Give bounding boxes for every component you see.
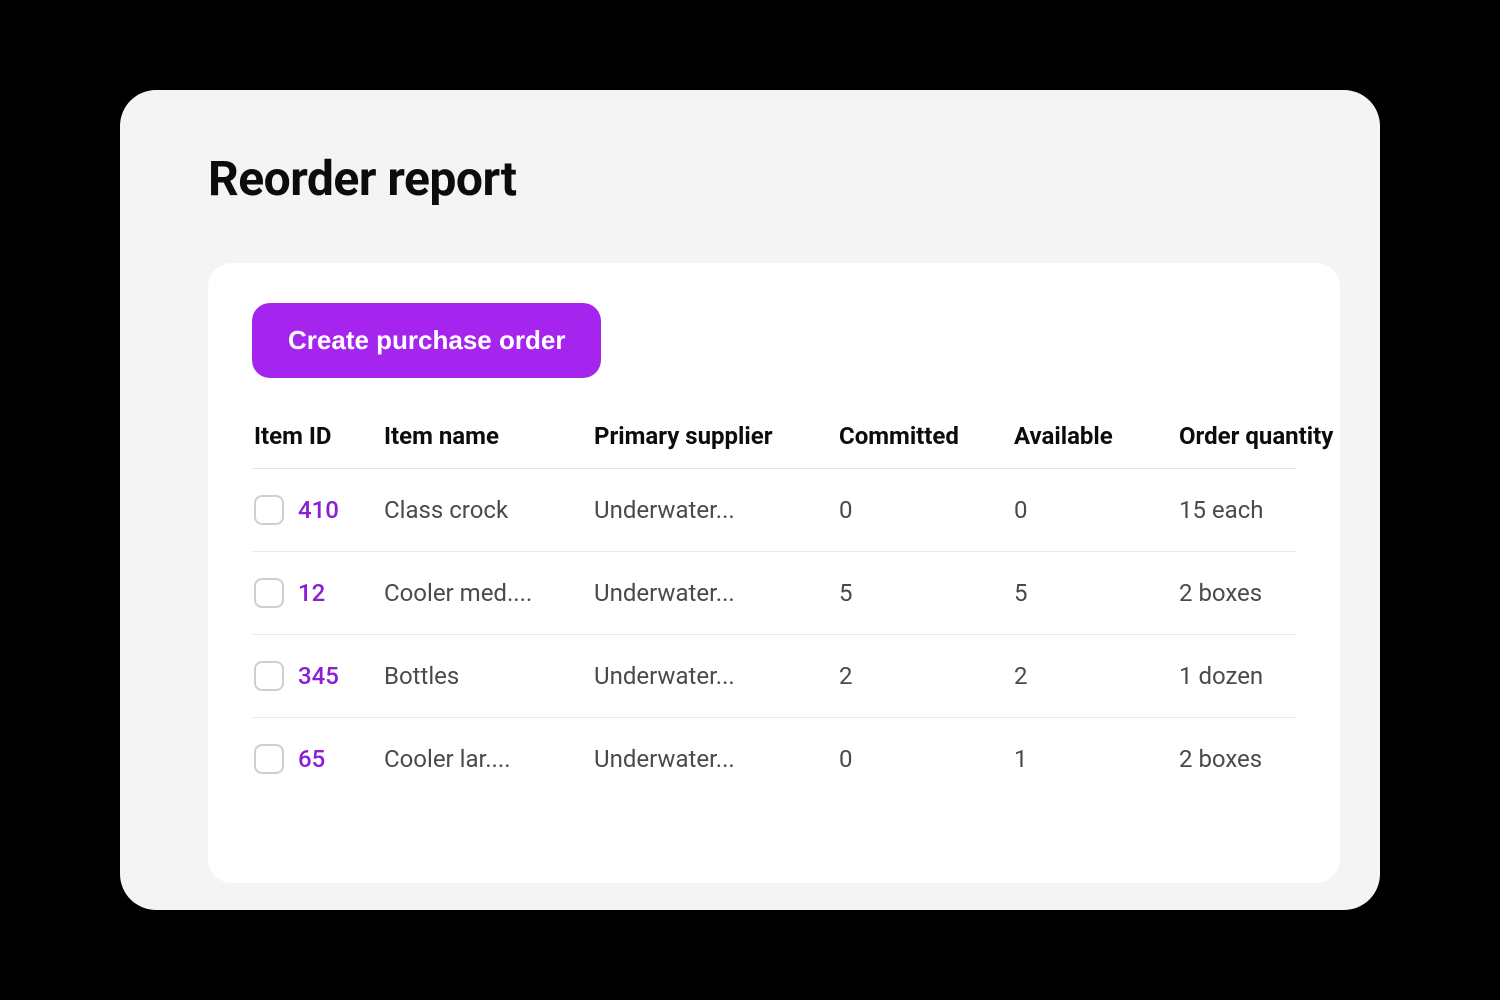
cell-committed: 0: [837, 718, 1012, 801]
table-row: 12 Cooler med.... Underwater... 5 5 2 bo…: [252, 552, 1296, 635]
cell-primary-supplier: Underwater...: [592, 635, 837, 718]
cell-primary-supplier: Underwater...: [592, 469, 837, 552]
item-id-cell: 65: [254, 744, 372, 774]
cell-available: 2: [1012, 635, 1177, 718]
cell-available: 0: [1012, 469, 1177, 552]
item-id-cell: 345: [254, 661, 372, 691]
col-header-available: Available: [1012, 422, 1177, 469]
cell-available: 5: [1012, 552, 1177, 635]
table-row: 65 Cooler lar.... Underwater... 0 1 2 bo…: [252, 718, 1296, 801]
item-id-link[interactable]: 345: [298, 662, 339, 690]
reorder-table: Item ID Item name Primary supplier Commi…: [252, 422, 1296, 800]
item-id-link[interactable]: 12: [298, 579, 325, 607]
cell-committed: 0: [837, 469, 1012, 552]
table-row: 345 Bottles Underwater... 2 2 1 dozen: [252, 635, 1296, 718]
cell-item-name: Cooler med....: [382, 552, 592, 635]
cell-item-name: Class crock: [382, 469, 592, 552]
row-checkbox[interactable]: [254, 744, 284, 774]
cell-order-quantity: 1 dozen: [1177, 635, 1296, 718]
cell-primary-supplier: Underwater...: [592, 552, 837, 635]
col-header-item-name: Item name: [382, 422, 592, 469]
table-header-row: Item ID Item name Primary supplier Commi…: [252, 422, 1296, 469]
cell-primary-supplier: Underwater...: [592, 718, 837, 801]
row-checkbox[interactable]: [254, 661, 284, 691]
col-header-primary-supplier: Primary supplier: [592, 422, 837, 469]
row-checkbox[interactable]: [254, 578, 284, 608]
cell-order-quantity: 2 boxes: [1177, 718, 1296, 801]
create-purchase-order-button[interactable]: Create purchase order: [252, 303, 601, 378]
cell-available: 1: [1012, 718, 1177, 801]
item-id-link[interactable]: 410: [298, 496, 339, 524]
table-row: 410 Class crock Underwater... 0 0 15 eac…: [252, 469, 1296, 552]
page-title: Reorder report: [208, 150, 1380, 207]
cell-committed: 5: [837, 552, 1012, 635]
col-header-committed: Committed: [837, 422, 1012, 469]
report-card: Reorder report Create purchase order Ite…: [120, 90, 1380, 910]
item-id-cell: 410: [254, 495, 372, 525]
cell-committed: 2: [837, 635, 1012, 718]
cell-order-quantity: 15 each: [1177, 469, 1296, 552]
row-checkbox[interactable]: [254, 495, 284, 525]
col-header-order-quantity: Order quantity: [1177, 422, 1296, 469]
col-header-item-id: Item ID: [252, 422, 382, 469]
item-id-link[interactable]: 65: [298, 745, 325, 773]
cell-item-name: Bottles: [382, 635, 592, 718]
cell-item-name: Cooler lar....: [382, 718, 592, 801]
item-id-cell: 12: [254, 578, 372, 608]
cell-order-quantity: 2 boxes: [1177, 552, 1296, 635]
table-card: Create purchase order Item ID Item name …: [208, 263, 1340, 883]
